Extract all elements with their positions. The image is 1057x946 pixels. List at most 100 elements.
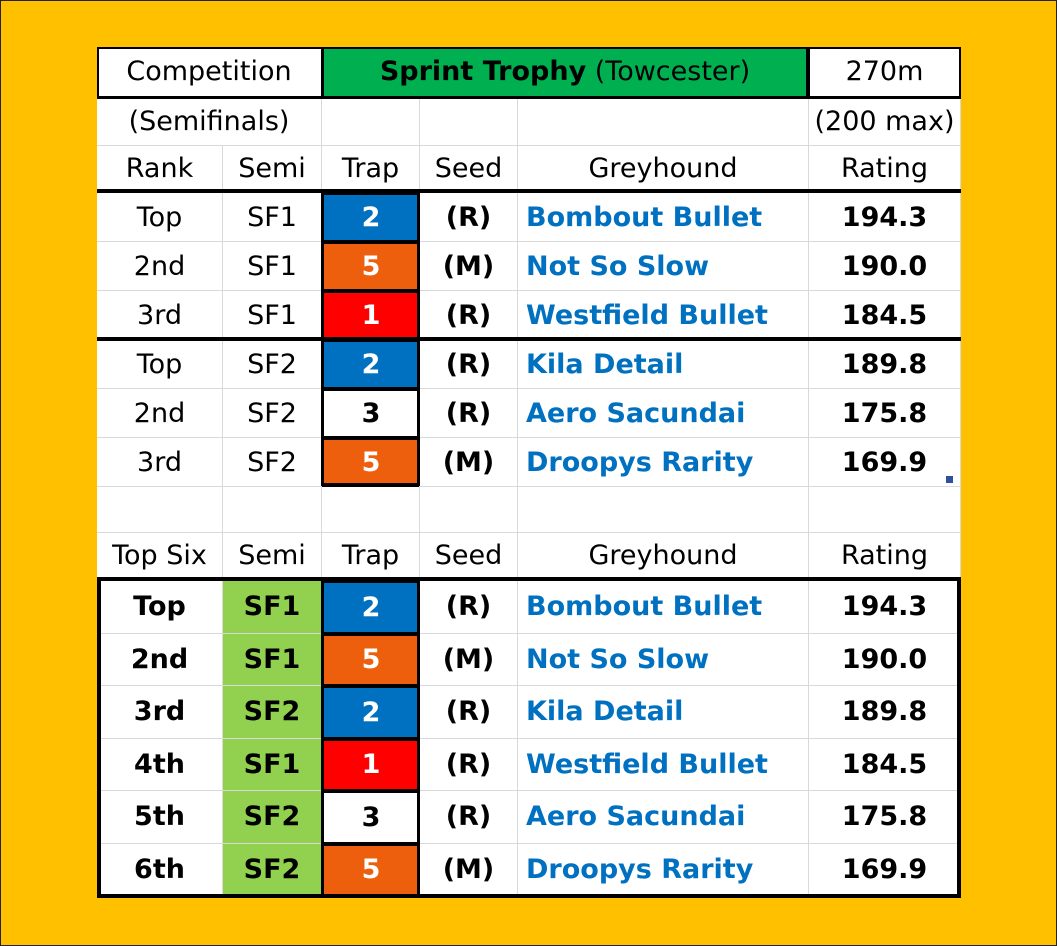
cell-rating[interactable]: 175.8 [809, 791, 961, 844]
cell-rank[interactable]: 2nd [97, 633, 223, 686]
cell-trap[interactable]: 2 [322, 686, 420, 739]
cell-trap[interactable]: 2 [322, 581, 420, 634]
empty-cell[interactable] [809, 485, 961, 533]
cell-rating[interactable]: 194.3 [809, 193, 961, 242]
cell-rating[interactable]: 175.8 [809, 389, 961, 438]
cell-seed[interactable]: (R) [420, 581, 518, 634]
cell-seed[interactable]: (R) [420, 291, 518, 340]
empty-cell[interactable] [322, 97, 420, 146]
cell-greyhound[interactable]: Droopys Rarity [518, 843, 809, 896]
column-header-semi[interactable]: Semi [223, 146, 322, 192]
competition-title[interactable]: Sprint Trophy (Towcester) [322, 47, 809, 97]
cell-greyhound[interactable]: Not So Slow [518, 633, 809, 686]
empty-cell[interactable] [97, 485, 223, 533]
cell-rating[interactable]: 169.9 [809, 843, 961, 896]
cell-trap[interactable]: 3 [322, 389, 420, 438]
competition-label[interactable]: Competition [97, 47, 322, 97]
cell-seed[interactable]: (R) [420, 340, 518, 389]
cell-semi[interactable]: SF1 [223, 633, 322, 686]
cell-rank[interactable]: 5th [97, 791, 223, 844]
empty-cell[interactable] [420, 485, 518, 533]
cell-seed[interactable]: (R) [420, 738, 518, 791]
distance-cell[interactable]: 270m [809, 47, 961, 97]
cell-trap[interactable]: 1 [322, 291, 420, 340]
border [417, 577, 420, 898]
max-note-cell[interactable]: (200 max) [809, 97, 961, 146]
cell-semi[interactable]: SF2 [223, 843, 322, 896]
cell-greyhound[interactable]: Westfield Bullet [518, 291, 809, 340]
cell-greyhound[interactable]: Aero Sacundai [518, 791, 809, 844]
empty-cell[interactable] [518, 97, 809, 146]
cell-trap[interactable]: 5 [322, 843, 420, 896]
cell-greyhound[interactable]: Droopys Rarity [518, 438, 809, 487]
cell-greyhound[interactable]: Not So Slow [518, 242, 809, 291]
column-header-greyhound[interactable]: Greyhound [518, 533, 809, 579]
column-header-trap[interactable]: Trap [322, 533, 420, 579]
column-header-seed[interactable]: Seed [420, 146, 518, 192]
cell-semi[interactable]: SF1 [223, 193, 322, 242]
cell-semi[interactable]: SF1 [223, 581, 322, 634]
cell-semi[interactable]: SF2 [223, 389, 322, 438]
cell-rank[interactable]: 2nd [97, 242, 223, 291]
cell-rating[interactable]: 184.5 [809, 738, 961, 791]
cell-seed[interactable]: (R) [420, 686, 518, 739]
cell-seed[interactable]: (M) [420, 843, 518, 896]
cell-trap[interactable]: 5 [322, 438, 420, 487]
empty-cell[interactable] [420, 97, 518, 146]
cell-greyhound[interactable]: Bombout Bullet [518, 581, 809, 634]
column-header-greyhound[interactable]: Greyhound [518, 146, 809, 192]
cell-rating[interactable]: 194.3 [809, 581, 961, 634]
cell-seed[interactable]: (M) [420, 633, 518, 686]
cell-semi[interactable]: SF1 [223, 291, 322, 340]
cell-trap[interactable]: 1 [322, 738, 420, 791]
cell-trap[interactable]: 5 [322, 242, 420, 291]
cell-rating[interactable]: 189.8 [809, 686, 961, 739]
cell-semi[interactable]: SF1 [223, 738, 322, 791]
cell-greyhound[interactable]: Bombout Bullet [518, 193, 809, 242]
cell-semi[interactable]: SF2 [223, 340, 322, 389]
cell-trap[interactable]: 2 [322, 340, 420, 389]
cell-greyhound[interactable]: Kila Detail [518, 686, 809, 739]
empty-cell[interactable] [322, 485, 420, 533]
cell-rank[interactable]: Top [97, 581, 223, 634]
fill-handle[interactable] [946, 476, 953, 483]
cell-rank[interactable]: Top [97, 340, 223, 389]
stage-cell[interactable]: (Semifinals) [97, 97, 322, 146]
cell-semi[interactable]: SF2 [223, 686, 322, 739]
cell-rating[interactable]: 184.5 [809, 291, 961, 340]
column-header-trap[interactable]: Trap [322, 146, 420, 192]
cell-rating[interactable]: 189.8 [809, 340, 961, 389]
cell-seed[interactable]: (R) [420, 193, 518, 242]
cell-rank[interactable]: Top [97, 193, 223, 242]
empty-cell[interactable] [223, 485, 322, 533]
cell-greyhound[interactable]: Kila Detail [518, 340, 809, 389]
cell-rank[interactable]: 3rd [97, 686, 223, 739]
cell-semi[interactable]: SF2 [223, 438, 322, 487]
cell-greyhound[interactable]: Aero Sacundai [518, 389, 809, 438]
empty-cell[interactable] [518, 485, 809, 533]
cell-greyhound[interactable]: Westfield Bullet [518, 738, 809, 791]
cell-rating[interactable]: 169.9 [809, 438, 961, 487]
cell-trap[interactable]: 2 [322, 193, 420, 242]
cell-rating[interactable]: 190.0 [809, 633, 961, 686]
cell-trap[interactable]: 3 [322, 791, 420, 844]
cell-rank[interactable]: 6th [97, 843, 223, 896]
cell-semi[interactable]: SF2 [223, 791, 322, 844]
cell-seed[interactable]: (R) [420, 389, 518, 438]
cell-seed[interactable]: (R) [420, 791, 518, 844]
column-header-rank[interactable]: Rank [97, 146, 223, 192]
cell-rank[interactable]: 2nd [97, 389, 223, 438]
cell-semi[interactable]: SF1 [223, 242, 322, 291]
cell-trap[interactable]: 5 [322, 633, 420, 686]
column-header-rating[interactable]: Rating [809, 533, 961, 579]
column-header-rating[interactable]: Rating [809, 146, 961, 192]
cell-rank[interactable]: 3rd [97, 291, 223, 340]
cell-rating[interactable]: 190.0 [809, 242, 961, 291]
column-header-rank[interactable]: Top Six [97, 533, 223, 579]
cell-rank[interactable]: 4th [97, 738, 223, 791]
cell-seed[interactable]: (M) [420, 242, 518, 291]
cell-rank[interactable]: 3rd [97, 438, 223, 487]
column-header-semi[interactable]: Semi [223, 533, 322, 579]
cell-seed[interactable]: (M) [420, 438, 518, 487]
column-header-seed[interactable]: Seed [420, 533, 518, 579]
